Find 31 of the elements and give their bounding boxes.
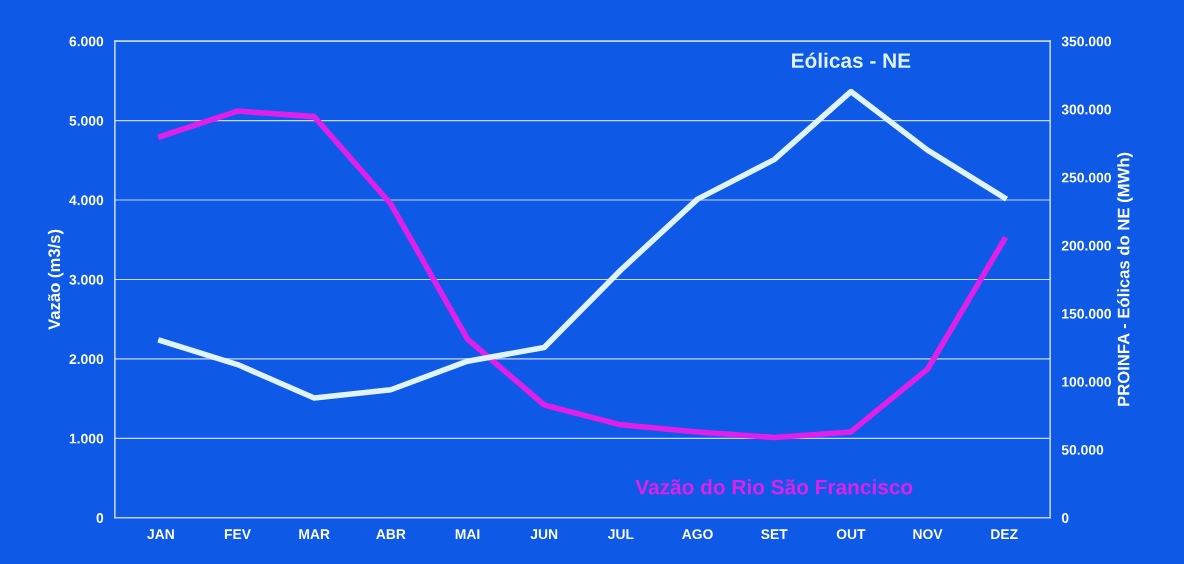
x-tick-label: DEZ [991, 529, 1018, 539]
x-tick-label: SET [761, 529, 788, 540]
y-tick-label: 2.000 [69, 354, 104, 365]
y-tick-label: 1.000 [69, 433, 104, 444]
x-tick-label: OUT [836, 529, 866, 540]
y-tick-label: 6.000 [69, 36, 104, 47]
y2-tick-label: 200.000 [1061, 240, 1111, 251]
x-tick-label: NOV [913, 529, 943, 540]
x-tick-label: MAR [299, 529, 330, 539]
text: Vazão do Rio São Francisco [635, 479, 913, 495]
y2-tick-label: 100.000 [1062, 376, 1111, 387]
y2-tick-label: 0 [1061, 513, 1069, 523]
x-tick-label: JUN [530, 529, 558, 540]
y-tick-label: 5.000 [69, 115, 104, 126]
y-axis-title: Vazão (m3/s) [47, 229, 64, 330]
x-tick-label: FEV [224, 529, 251, 539]
y-tick-label: 4.000 [69, 195, 104, 206]
x-tick-label: ABR [376, 529, 406, 539]
series-label: Eólicas - NE [792, 52, 911, 68]
y2-tick-label: 300.000 [1061, 104, 1111, 115]
y2-tick-label: 250.000 [1061, 172, 1111, 183]
x-tick-label: JAN [147, 529, 174, 540]
y2-tick-label: 150.000 [1062, 308, 1111, 319]
y2-tick-label: 350.000 [1061, 36, 1111, 47]
y-tick-label: 0 [96, 513, 104, 523]
y2-tick-label: 50.000 [1061, 445, 1104, 455]
y-tick-label: 3.000 [69, 274, 104, 285]
x-tick-label: AGO [682, 529, 713, 540]
x-tick-label: JUL [607, 529, 634, 540]
y2-axis-title: PROINFA - Eólicas do NE (MWh) [1117, 152, 1133, 406]
x-tick-label: MAI [455, 529, 480, 539]
